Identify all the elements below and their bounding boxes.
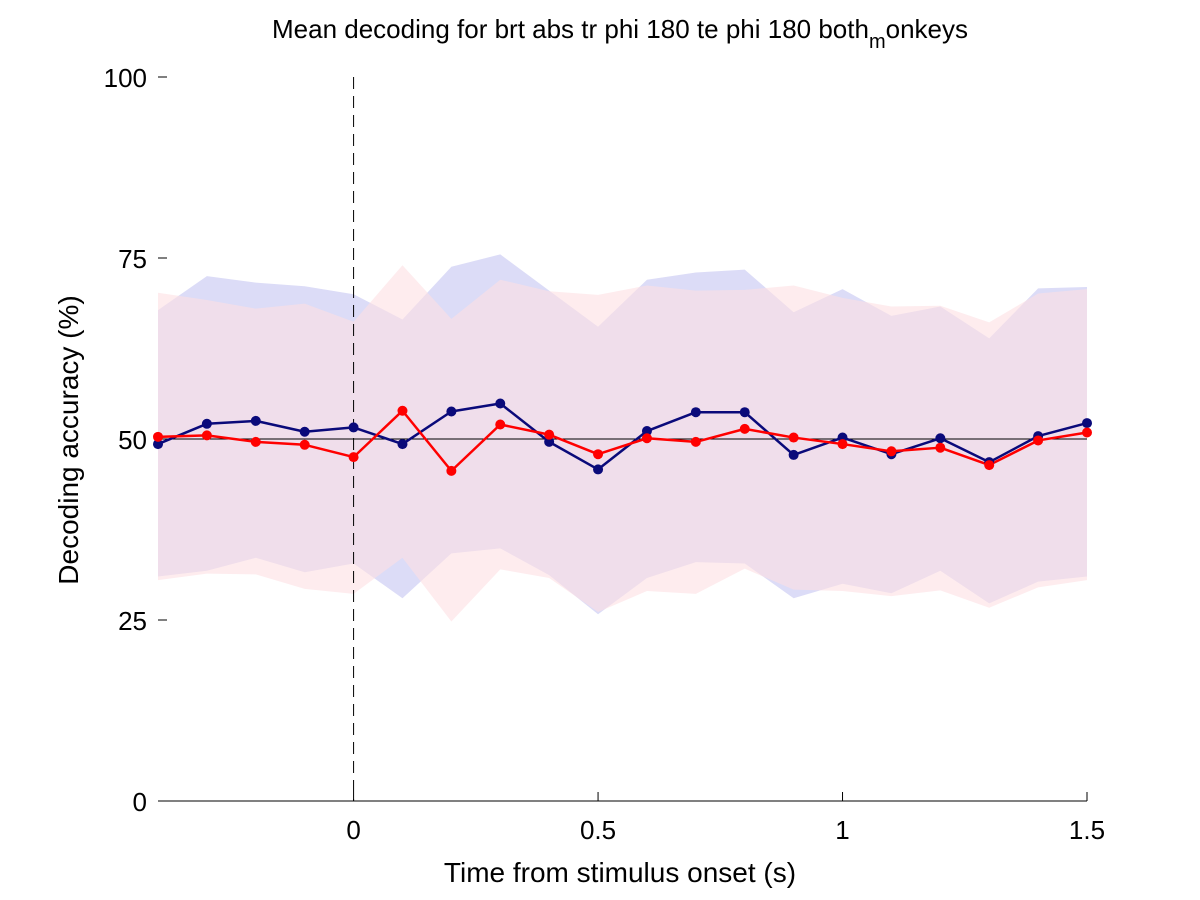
series-1-line — [157, 402, 1088, 471]
series-2-point — [544, 429, 555, 440]
series-1-point — [690, 407, 701, 418]
series-1-point — [250, 415, 261, 426]
series-1-point — [593, 464, 604, 475]
series-2-point — [739, 423, 750, 434]
series-1-point — [201, 418, 212, 429]
series-2-point — [935, 442, 946, 453]
series-2-point — [788, 432, 799, 443]
series-2-point — [690, 436, 701, 447]
series-2-point — [446, 465, 457, 476]
chart-title: Mean decoding for brt abs tr phi 180 te … — [272, 14, 968, 53]
x-tick-label: 0 — [346, 815, 360, 845]
series-2-line — [157, 409, 1088, 473]
series-1-point — [299, 426, 310, 437]
series-1-point — [348, 422, 359, 433]
x-tick-label: 0.5 — [580, 815, 616, 845]
series-points — [153, 398, 1092, 476]
series-1-point — [739, 407, 750, 418]
series-1-point — [788, 449, 799, 460]
series-2-point — [984, 460, 995, 471]
series-1-point — [641, 426, 652, 437]
y-tick-label: 0 — [133, 787, 147, 817]
series-lines — [157, 402, 1088, 473]
series-1-point — [1082, 418, 1092, 429]
series-2-point — [250, 436, 261, 447]
series-1-point — [446, 406, 457, 417]
y-tick-label: 100 — [104, 63, 147, 93]
series-2-point — [837, 439, 848, 450]
series-2-band — [158, 265, 1087, 622]
x-axis-label: Time from stimulus onset (s) — [444, 857, 796, 888]
series-2-point — [1033, 435, 1044, 446]
series-2-point — [641, 433, 652, 444]
y-tick-label: 50 — [118, 425, 147, 455]
reference-lines — [158, 77, 1087, 801]
axes: 0 0.5 1 1.5 0 25 50 75 100 — [104, 63, 1105, 845]
series-1-point — [397, 439, 408, 450]
series-2-point — [593, 449, 604, 460]
series-1-point — [153, 439, 163, 450]
chart-title-tail: onkeys — [886, 14, 968, 44]
x-tick-label: 1.5 — [1069, 815, 1105, 845]
series-2-point — [201, 430, 212, 441]
svg-text:Mean decoding for brt abs tr p: Mean decoding for brt abs tr phi 180 te … — [272, 14, 968, 53]
y-tick-label: 75 — [118, 244, 147, 274]
series-1-point — [495, 398, 506, 409]
series-1-point — [544, 436, 555, 447]
series-1-point — [935, 433, 946, 444]
series-2-point — [1082, 427, 1092, 438]
chart-title-subscript: m — [869, 31, 886, 53]
series-2-point — [397, 405, 408, 416]
y-tick-label: 25 — [118, 606, 147, 636]
series-2-point — [495, 419, 506, 430]
series-2-point — [299, 439, 310, 450]
confidence-bands — [158, 254, 1087, 622]
series-2-point — [886, 446, 897, 457]
chart-title-main: Mean decoding for brt abs tr phi 180 te … — [272, 14, 869, 44]
y-axis-label: Decoding accuracy (%) — [53, 295, 84, 584]
x-tick-label: 1 — [835, 815, 849, 845]
series-2-point — [153, 431, 163, 442]
series-2-point — [348, 452, 359, 463]
